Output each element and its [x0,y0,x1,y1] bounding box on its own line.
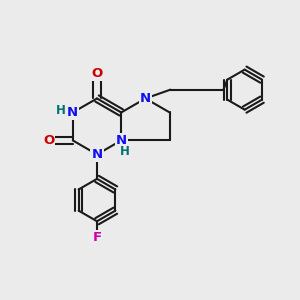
Text: N: N [92,148,103,161]
Text: N: N [140,92,151,105]
Text: O: O [92,67,103,80]
Text: F: F [92,231,102,244]
Text: N: N [116,134,127,147]
Text: H: H [120,145,130,158]
Text: N: N [67,106,78,119]
Text: O: O [43,134,54,147]
Text: H: H [56,104,65,118]
